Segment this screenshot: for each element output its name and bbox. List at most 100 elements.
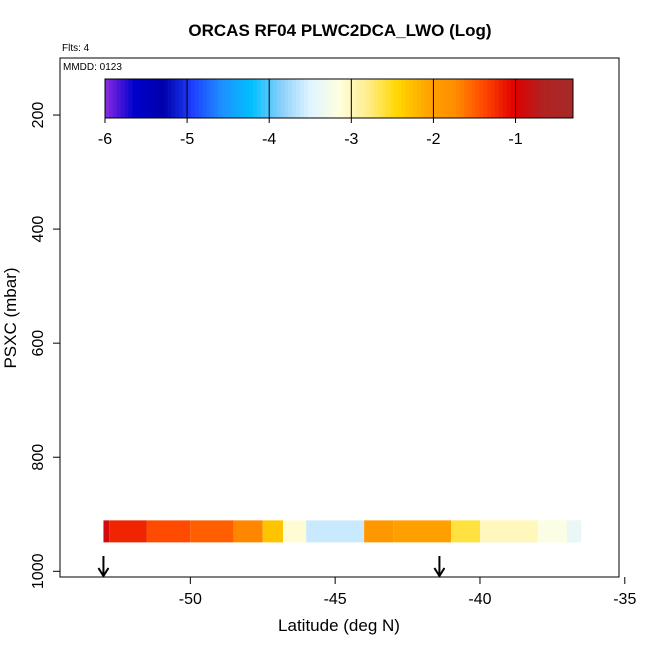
colorbar-swatch xyxy=(218,79,223,118)
colorbar-swatch xyxy=(436,79,441,118)
heatmap-cell xyxy=(479,520,538,543)
y-axis-label: PSXC (mbar) xyxy=(1,267,20,368)
colorbar-swatch xyxy=(413,79,418,118)
colorbar-swatch xyxy=(140,79,145,118)
colorbar-swatch xyxy=(210,79,215,118)
colorbar-swatch xyxy=(190,79,196,118)
colorbar-swatch xyxy=(323,79,328,118)
colorbar-swatch xyxy=(249,79,254,118)
y-tick-label: 800 xyxy=(30,444,47,471)
colorbar-swatch xyxy=(319,79,324,118)
colorbar-swatch xyxy=(311,79,316,118)
colorbar-swatch xyxy=(132,79,137,118)
colorbar-swatch xyxy=(405,79,410,118)
heatmap-cell xyxy=(364,520,394,543)
colorbar-swatch xyxy=(565,79,570,118)
colorbar-swatch xyxy=(428,79,433,118)
colorbar-swatch xyxy=(557,79,562,118)
colorbar-swatch xyxy=(417,79,422,118)
colorbar-swatch xyxy=(237,79,242,118)
colorbar-swatch xyxy=(108,79,114,118)
colorbar-swatch xyxy=(307,79,313,118)
colorbar-swatch xyxy=(569,79,574,118)
colorbar-swatch xyxy=(261,79,266,118)
colorbar-swatch xyxy=(202,79,207,118)
colorbar-swatch xyxy=(409,79,414,118)
colorbar-swatch xyxy=(545,79,550,118)
colorbar-swatch xyxy=(233,79,238,118)
colorbar-swatch xyxy=(541,79,547,118)
x-tick-label: -40 xyxy=(468,591,491,608)
colorbar-swatch xyxy=(331,79,336,118)
y-tick-label: 200 xyxy=(30,102,47,129)
colorbar-swatch xyxy=(214,79,219,118)
colorbar-swatch xyxy=(510,79,515,118)
heatmap-cell xyxy=(146,520,191,543)
colorbar-tick-label: -1 xyxy=(508,131,522,148)
colorbar-swatch xyxy=(147,79,153,118)
colorbar-swatch xyxy=(183,79,188,118)
colorbar-swatch xyxy=(198,79,203,118)
colorbar-swatch xyxy=(206,79,211,118)
arrow-head xyxy=(433,567,446,578)
colorbar-swatch xyxy=(502,79,508,118)
colorbar-swatch xyxy=(401,79,406,118)
colorbar-swatch xyxy=(432,79,437,118)
colorbar-swatch xyxy=(393,79,398,118)
colorbar-swatch xyxy=(292,79,297,118)
colorbar-swatch xyxy=(537,79,543,118)
colorbar-swatch xyxy=(530,79,535,118)
colorbar-swatch xyxy=(362,79,367,118)
colorbar-swatch xyxy=(288,79,293,118)
heatmap-cell xyxy=(306,520,365,543)
colorbar-swatch xyxy=(105,79,110,118)
colorbar-swatch xyxy=(225,79,231,118)
date-label: MMDD: 0123 xyxy=(63,62,122,73)
heatmap-cell xyxy=(566,520,582,543)
colorbar-swatch xyxy=(144,79,149,118)
colorbar-swatch xyxy=(280,79,285,118)
colorbar-swatch xyxy=(374,79,379,118)
colorbar-swatch xyxy=(186,79,192,118)
colorbar-swatch xyxy=(471,79,476,118)
colorbar-swatch xyxy=(194,79,199,118)
colorbar-swatch xyxy=(257,79,262,118)
colorbar-swatch xyxy=(300,79,305,118)
colorbar-swatch xyxy=(342,79,348,118)
y-axis: 200 400 600 800 1000 xyxy=(30,102,60,589)
heatmap-cell xyxy=(109,520,147,543)
colorbar-swatch xyxy=(339,79,344,118)
colorbar-swatch xyxy=(389,79,394,118)
colorbar-swatch xyxy=(385,79,391,118)
colorbar-tick-label: -2 xyxy=(426,131,440,148)
colorbar-swatch xyxy=(284,79,289,118)
colorbar-swatch xyxy=(420,79,426,118)
colorbar-swatch xyxy=(534,79,539,118)
y-tick-label: 400 xyxy=(30,216,47,243)
colorbar-swatch xyxy=(381,79,387,118)
x-tick-label: -45 xyxy=(324,591,347,608)
colorbar-swatch xyxy=(167,79,172,118)
colorbar-swatch xyxy=(522,79,527,118)
colorbar-swatch xyxy=(444,79,449,118)
colorbar-tick-label: -6 xyxy=(98,131,112,148)
colorbar-swatch xyxy=(264,79,270,118)
x-axis-label: Latitude (deg N) xyxy=(278,616,400,635)
heatmap-cell xyxy=(393,520,452,543)
colorbar-swatch xyxy=(155,79,160,118)
colorbar-swatch xyxy=(303,79,309,118)
colorbar-swatch xyxy=(526,79,531,118)
heatmap-cell xyxy=(451,520,480,543)
colorbar-swatch xyxy=(241,79,246,118)
heatmap-cell xyxy=(537,520,567,543)
colorbar-swatch xyxy=(366,79,371,118)
colorbar-swatch xyxy=(370,79,375,118)
colorbar-swatch xyxy=(112,79,118,118)
colorbar-swatch xyxy=(487,79,492,118)
heatmap-cell xyxy=(283,520,307,543)
arrow-head xyxy=(97,567,110,578)
colorbar-swatch xyxy=(346,79,352,118)
colorbar-swatch xyxy=(354,79,359,118)
colorbar-swatch xyxy=(378,79,383,118)
